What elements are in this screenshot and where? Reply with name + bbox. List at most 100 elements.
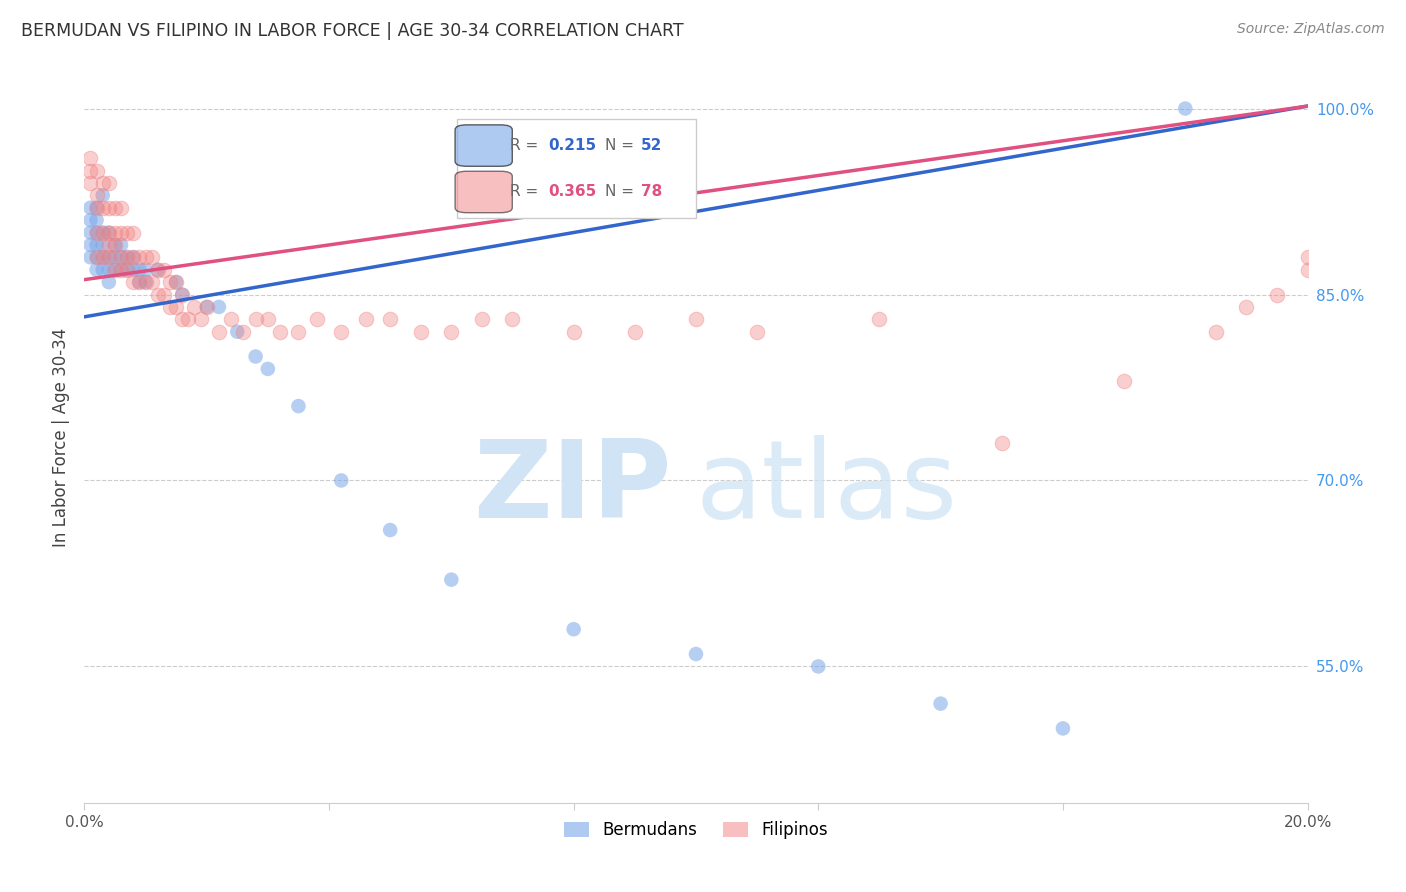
- Point: [159, 300, 181, 314]
- Point: [91, 176, 114, 190]
- Point: [269, 325, 291, 339]
- Point: [104, 238, 127, 252]
- Point: [86, 262, 108, 277]
- Point: [86, 163, 108, 178]
- Point: [153, 262, 176, 277]
- Point: [104, 262, 127, 277]
- Point: [86, 238, 108, 252]
- Point: [172, 287, 194, 301]
- Point: [91, 250, 114, 264]
- Point: [177, 312, 200, 326]
- Point: [471, 312, 494, 326]
- Point: [141, 250, 163, 264]
- Point: [86, 250, 108, 264]
- Point: [79, 151, 101, 165]
- Point: [146, 287, 169, 301]
- Point: [183, 300, 205, 314]
- Point: [97, 226, 120, 240]
- Point: [208, 325, 231, 339]
- Point: [562, 325, 585, 339]
- Point: [929, 697, 952, 711]
- Point: [79, 226, 101, 240]
- Point: [79, 238, 101, 252]
- Point: [97, 275, 120, 289]
- Point: [287, 399, 309, 413]
- Legend: Bermudans, Filipinos: Bermudans, Filipinos: [558, 814, 834, 846]
- Point: [128, 262, 150, 277]
- Point: [1114, 374, 1136, 388]
- Point: [91, 226, 114, 240]
- Text: BERMUDAN VS FILIPINO IN LABOR FORCE | AGE 30-34 CORRELATION CHART: BERMUDAN VS FILIPINO IN LABOR FORCE | AG…: [21, 22, 683, 40]
- Point: [991, 436, 1014, 450]
- Point: [97, 176, 120, 190]
- Point: [97, 250, 120, 264]
- Point: [110, 226, 132, 240]
- Point: [135, 262, 157, 277]
- Point: [141, 275, 163, 289]
- Point: [97, 201, 120, 215]
- Point: [165, 275, 187, 289]
- Point: [104, 201, 127, 215]
- Point: [257, 312, 280, 326]
- Point: [79, 163, 101, 178]
- Point: [135, 275, 157, 289]
- Point: [79, 176, 101, 190]
- Point: [146, 262, 169, 277]
- Point: [153, 287, 176, 301]
- Point: [685, 647, 707, 661]
- Point: [115, 250, 138, 264]
- Point: [172, 287, 194, 301]
- Point: [1052, 722, 1074, 736]
- Point: [380, 523, 402, 537]
- Point: [104, 262, 127, 277]
- Point: [110, 262, 132, 277]
- Point: [115, 250, 138, 264]
- Point: [562, 622, 585, 636]
- Point: [502, 312, 524, 326]
- Point: [1265, 287, 1288, 301]
- Point: [122, 250, 145, 264]
- Point: [110, 250, 132, 264]
- Point: [110, 262, 132, 277]
- Point: [190, 312, 212, 326]
- Point: [91, 226, 114, 240]
- Point: [104, 226, 127, 240]
- Point: [122, 275, 145, 289]
- Point: [1296, 262, 1319, 277]
- Point: [115, 262, 138, 277]
- Text: ZIP: ZIP: [472, 435, 672, 541]
- Point: [122, 250, 145, 264]
- Point: [97, 226, 120, 240]
- Point: [219, 312, 242, 326]
- Point: [440, 325, 463, 339]
- Point: [91, 201, 114, 215]
- Point: [91, 238, 114, 252]
- Point: [86, 201, 108, 215]
- Point: [330, 474, 353, 488]
- Point: [86, 226, 108, 240]
- Point: [685, 312, 707, 326]
- Point: [86, 250, 108, 264]
- Point: [747, 325, 769, 339]
- Point: [79, 213, 101, 227]
- Point: [245, 312, 267, 326]
- Point: [165, 275, 187, 289]
- Point: [91, 262, 114, 277]
- Point: [86, 226, 108, 240]
- Point: [86, 201, 108, 215]
- Point: [1174, 102, 1197, 116]
- Point: [128, 250, 150, 264]
- Point: [115, 262, 138, 277]
- Point: [195, 300, 218, 314]
- Point: [79, 201, 101, 215]
- Point: [135, 275, 157, 289]
- Point: [440, 573, 463, 587]
- Point: [110, 201, 132, 215]
- Point: [104, 250, 127, 264]
- Point: [287, 325, 309, 339]
- Point: [208, 300, 231, 314]
- Point: [97, 262, 120, 277]
- Point: [330, 325, 353, 339]
- Point: [807, 659, 830, 673]
- Point: [195, 300, 218, 314]
